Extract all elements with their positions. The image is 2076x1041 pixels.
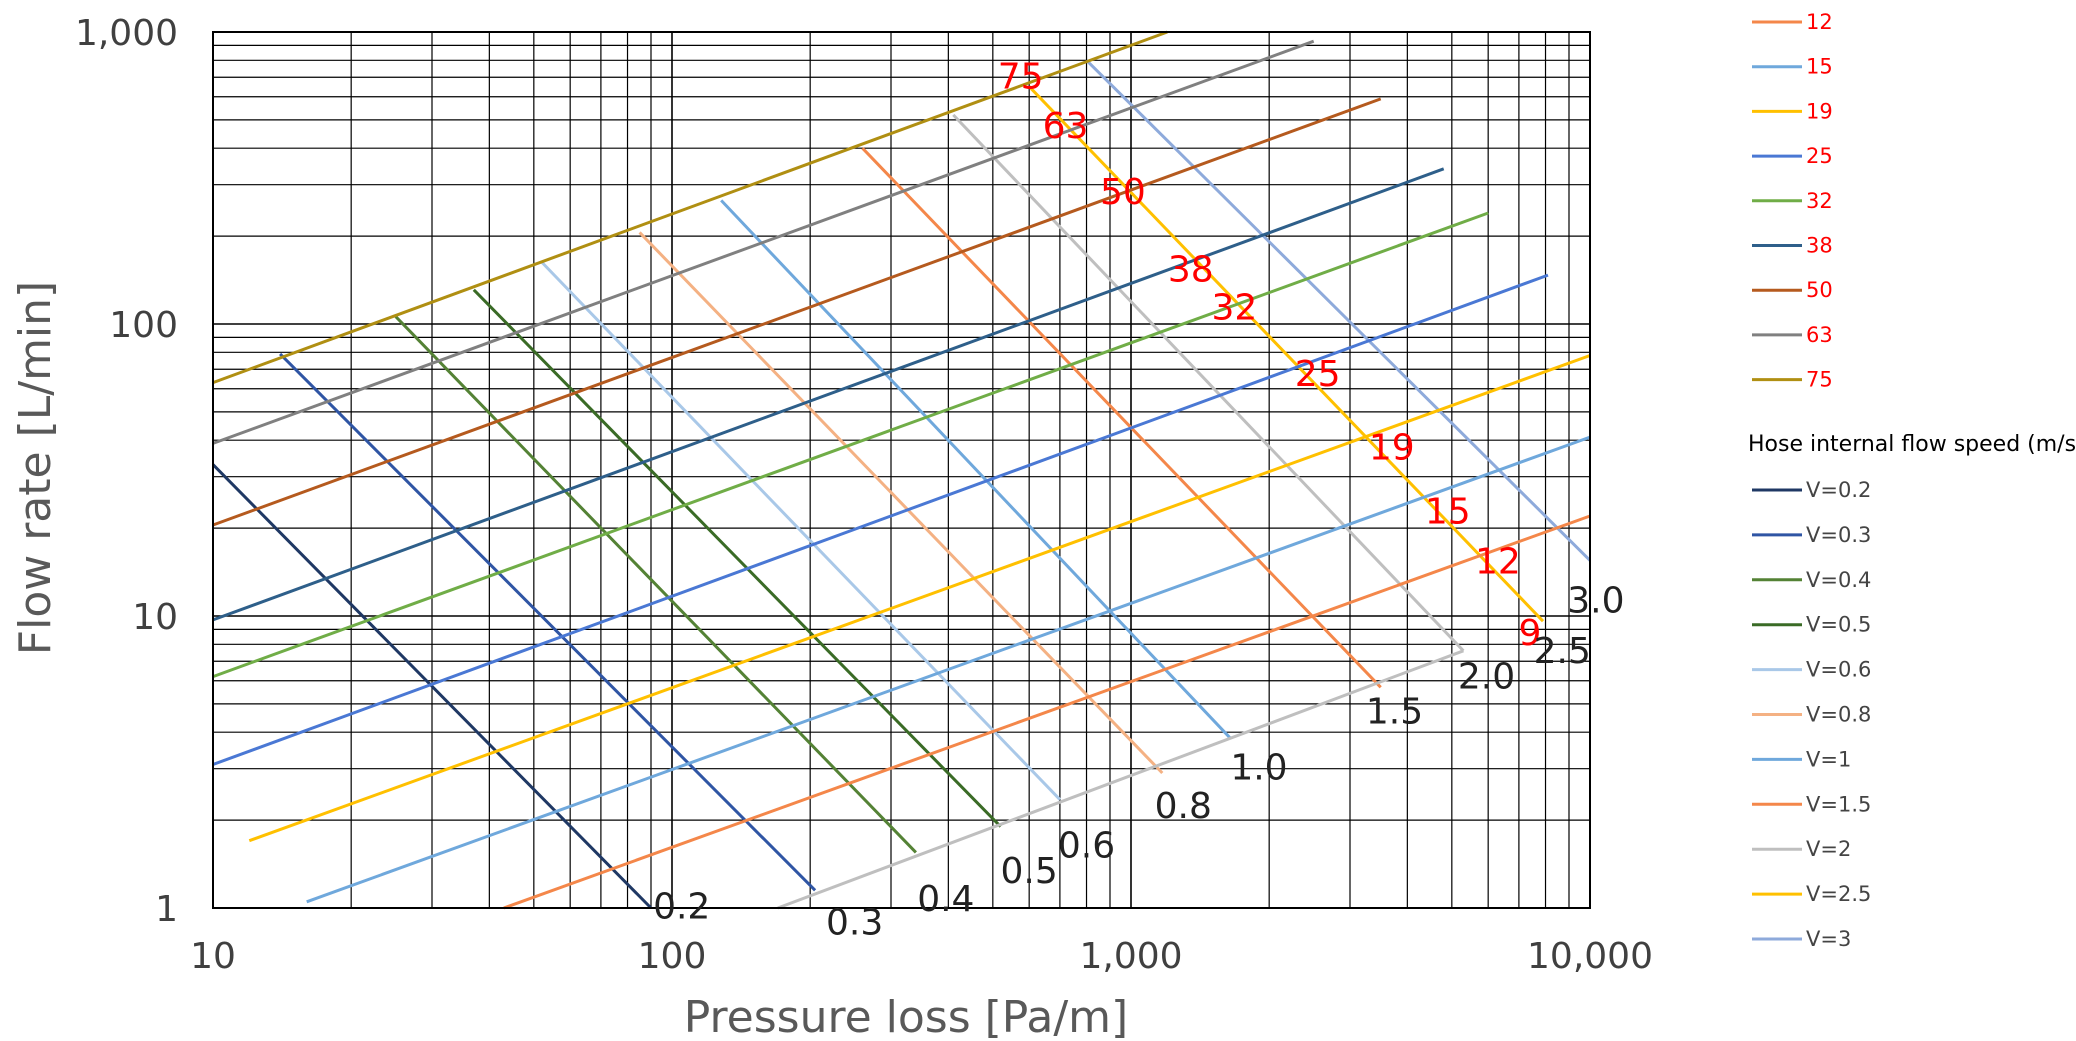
speed-label: 1.5 (1366, 691, 1423, 732)
diameter-line-12 (503, 514, 1591, 910)
diameter-label: 9 (1519, 613, 1542, 654)
speed-label: 0.8 (1155, 786, 1212, 827)
legend-label: 15 (1806, 55, 1833, 79)
legend-label: V=1.5 (1806, 792, 1871, 816)
diameter-label: 38 (1168, 249, 1214, 290)
legend-label: V=0.5 (1806, 613, 1871, 637)
diameter-line-50 (212, 97, 1382, 527)
legend-label: V=1 (1806, 747, 1851, 771)
x-tick-label: 1,000 (1079, 936, 1182, 977)
y-tick-label: 1 (155, 889, 178, 930)
grid (212, 32, 1590, 909)
legend-label: 25 (1806, 144, 1833, 168)
legend-label: V=0.3 (1806, 523, 1871, 547)
speed-line-v-1 (720, 199, 1232, 740)
speed-lines (211, 59, 1592, 910)
speed-line-v-0-4 (394, 315, 917, 854)
speed-label: 0.6 (1058, 825, 1115, 866)
legend-label: 19 (1806, 99, 1833, 123)
diameter-label: 75 (998, 56, 1044, 97)
legend-label: V=2 (1806, 837, 1851, 861)
speed-label: 3.0 (1567, 580, 1624, 621)
plot-border (212, 31, 1591, 909)
diameter-lines (212, 30, 1591, 910)
legend-label: 50 (1806, 278, 1833, 302)
speed-label: 2.5 (1534, 631, 1591, 672)
diameter-label: 32 (1212, 287, 1258, 328)
diameter-line-25 (212, 273, 1549, 766)
speed-line-v-0-2 (211, 463, 653, 910)
diameter-label: 19 (1369, 428, 1415, 469)
legend-label: 75 (1806, 368, 1833, 392)
diameter-label: 12 (1475, 541, 1521, 582)
speed-label: 2.0 (1458, 657, 1515, 698)
speed-line-v-1-5 (861, 147, 1382, 689)
speed-line-v-0-6 (540, 260, 1061, 801)
speed-line-v-2 (952, 113, 1465, 652)
speed-line-v-2-ext (777, 649, 1464, 910)
legend-label: V=0.8 (1806, 703, 1871, 727)
diameter-line-15 (306, 435, 1591, 904)
diameter-line-63 (212, 39, 1315, 445)
diameter-label: 15 (1425, 491, 1471, 532)
legend-label: 38 (1806, 234, 1833, 258)
diameter-line-75 (212, 30, 1168, 385)
diameter-line-38 (212, 167, 1445, 622)
legend-label: 63 (1806, 323, 1833, 347)
speed-label: 0.2 (653, 886, 710, 927)
legend-label: V=0.4 (1806, 568, 1871, 592)
legend-title: Hose internal flow speed (m/s) (1748, 432, 2076, 457)
plot-frame (212, 31, 1591, 909)
x-axis-title: Pressure loss [Pa/m] (684, 992, 1128, 1041)
y-tick-label: 100 (109, 305, 178, 346)
diameter-label: 50 (1100, 172, 1146, 213)
speed-label: 0.3 (826, 902, 883, 943)
speed-label: 0.4 (917, 879, 974, 920)
legend-label: V=2.5 (1806, 882, 1871, 906)
legend-label: V=0.2 (1806, 478, 1871, 502)
diameter-line-32 (212, 211, 1489, 679)
x-tick-label: 100 (638, 936, 707, 977)
x-tick-label: 10,000 (1527, 936, 1653, 977)
x-tick-label: 10 (190, 936, 236, 977)
legend-label: V=3 (1806, 927, 1851, 951)
diameter-label: 63 (1043, 106, 1089, 147)
legend-label: V=0.6 (1806, 658, 1871, 682)
y-tick-label: 1,000 (75, 13, 178, 54)
speed-line-v-0-5 (472, 288, 1002, 828)
diameter-label: 25 (1295, 354, 1341, 395)
speed-line-v-2-5 (1028, 85, 1545, 623)
legend: 12 15 19 25 32 38 50 63 75 Hose internal flow spe… (1748, 10, 2076, 951)
diameter-line-19 (248, 354, 1591, 843)
speed-line-v-0-8 (638, 231, 1164, 775)
legend-label: 32 (1806, 189, 1833, 213)
legend-label: 12 (1806, 10, 1833, 34)
speed-line-v-0-3 (279, 352, 817, 892)
y-tick-label: 10 (132, 597, 178, 638)
speed-label: 1.0 (1230, 748, 1287, 789)
speed-label: 0.5 (1001, 851, 1058, 892)
y-axis-title: Flow rate [L/min] (10, 281, 61, 655)
speed-line-v-3 (1085, 59, 1592, 562)
tick-labels: 10 100 1,000 10,000 1 10 100 1,000 (75, 13, 1653, 977)
